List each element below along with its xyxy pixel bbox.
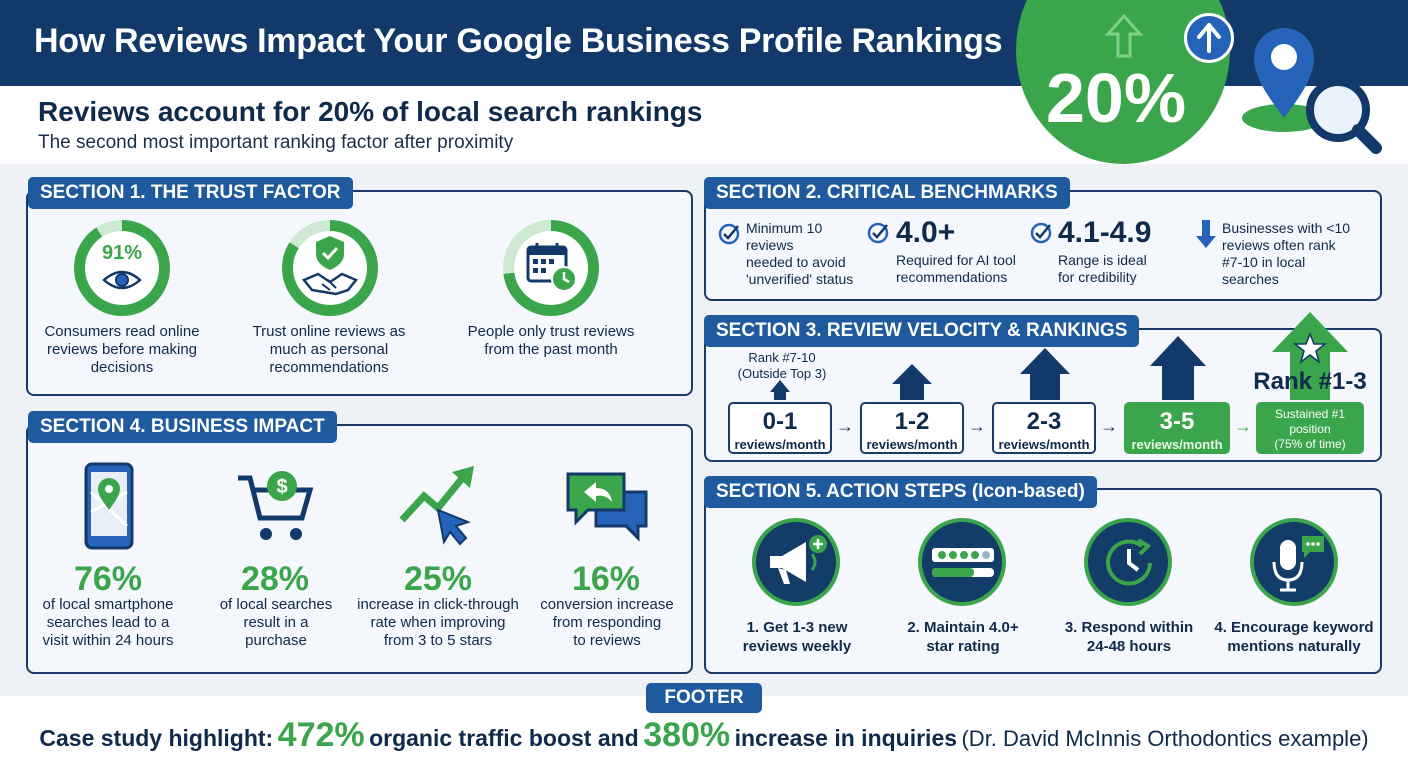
smartphone-map-icon bbox=[84, 462, 134, 550]
impact-text-1: of local smartphone searches lead to a vis… bbox=[42, 596, 174, 649]
trust-ring-1: 91% bbox=[74, 220, 170, 316]
trust-text-2: Trust online reviews as much as personal r… bbox=[252, 323, 406, 376]
velocity-step-3: 2-3 reviews/month bbox=[992, 402, 1096, 454]
svg-text:$: $ bbox=[276, 476, 287, 498]
end-rank-label: Rank #1-3 bbox=[1253, 368, 1367, 395]
case-study-line: Case study highlight: 472% organic traff… bbox=[0, 716, 1408, 755]
calendar-clock-icon bbox=[526, 243, 577, 292]
handshake-shield-icon bbox=[301, 236, 359, 296]
velocity-step-2: 1-2 reviews/month bbox=[860, 402, 964, 454]
arrow-up-circle-icon bbox=[1184, 13, 1234, 63]
action-circle-4 bbox=[1250, 518, 1338, 606]
chevron-right-icon: → bbox=[968, 416, 986, 436]
start-rank-label: Rank #7-10 (Outside Top 3) bbox=[737, 350, 827, 381]
chevron-right-icon: → bbox=[836, 416, 854, 436]
big-stat-value: 20% bbox=[1046, 59, 1187, 137]
case-study-tail: increase in inquiries bbox=[734, 725, 958, 751]
subheadline: The second most important ranking factor… bbox=[38, 132, 514, 153]
section-business-impact bbox=[26, 424, 693, 674]
impact-text-3: increase in click-through rate when impro… bbox=[357, 596, 519, 649]
impact-value-4: 16% bbox=[571, 560, 641, 598]
velocity-step-4: 3-5 reviews/month bbox=[1124, 402, 1230, 454]
trend-arrow-cursor-icon bbox=[399, 466, 474, 546]
check-circle-icon bbox=[1030, 222, 1052, 244]
benchmark-value-2: 4.0+ bbox=[896, 216, 956, 249]
case-study-lead: Case study highlight: bbox=[39, 725, 274, 751]
action-text-2: 2. Maintain 4.0+ star rating bbox=[907, 619, 1019, 655]
microphone-chat-icon bbox=[1272, 536, 1324, 592]
case-study-mid: organic traffic boost and bbox=[369, 725, 639, 751]
section-5-tag: SECTION 5. ACTION STEPS (Icon-based) bbox=[704, 476, 1097, 508]
impact-value-1: 76% bbox=[73, 560, 143, 598]
trust-value-1: 91% bbox=[101, 242, 143, 264]
impact-value-2: 28% bbox=[240, 560, 310, 598]
velocity-final: Sustained #1 position (75% of time) bbox=[1256, 402, 1364, 454]
case-study-stat-2: 380% bbox=[643, 716, 731, 754]
megaphone-icon bbox=[770, 535, 827, 584]
benchmark-text-4: Businesses with <10 reviews often rank #7-… bbox=[1222, 220, 1351, 287]
section-2-tag: SECTION 2. CRITICAL BENCHMARKS bbox=[704, 177, 1070, 209]
map-pin-search-icon bbox=[1242, 28, 1382, 154]
star-rating-icon bbox=[932, 548, 994, 577]
arrow-up-icon bbox=[1104, 14, 1144, 58]
case-study-stat-1: 472% bbox=[277, 716, 365, 754]
page-title: How Reviews Impact Your Google Business … bbox=[34, 22, 1003, 60]
trust-text-3: People only trust reviews from the past m… bbox=[467, 323, 635, 358]
action-circle-2 bbox=[918, 518, 1006, 606]
chevron-right-icon: → bbox=[1100, 416, 1118, 436]
case-study-note: (Dr. David McInnis Orthodontics example) bbox=[961, 726, 1369, 751]
impact-text-4: conversion increase from responding to rev… bbox=[540, 596, 674, 649]
section-4-tag: SECTION 4. BUSINESS IMPACT bbox=[28, 411, 337, 443]
eye-icon bbox=[102, 270, 142, 290]
velocity-step-1: 0-1 reviews/month bbox=[728, 402, 832, 454]
arrow-down-icon bbox=[1196, 220, 1216, 248]
trust-text-1: Consumers read online reviews before maki… bbox=[44, 323, 200, 376]
benchmark-text-1: Minimum 10 reviews needed to avoid'unverif… bbox=[746, 220, 854, 287]
benchmark-value-3: 4.1-4.9 bbox=[1058, 216, 1152, 249]
trust-ring-2 bbox=[282, 220, 378, 316]
chevron-right-icon: → bbox=[1234, 416, 1252, 436]
action-text-3: 3. Respond within 24-48 hours bbox=[1064, 619, 1194, 655]
check-circle-icon bbox=[718, 223, 740, 245]
chat-reply-icon bbox=[566, 472, 648, 542]
action-circle-3 bbox=[1084, 518, 1172, 606]
section-3-tag: SECTION 3. REVIEW VELOCITY & RANKINGS bbox=[704, 315, 1140, 347]
benchmark-text-3: Range is ideal for credibility bbox=[1058, 252, 1147, 285]
impact-text-2: of local searches result in a purchase bbox=[219, 596, 333, 649]
clock-refresh-icon bbox=[1106, 538, 1152, 586]
impact-value-3: 25% bbox=[403, 560, 473, 598]
footer-tag: FOOTER bbox=[646, 683, 762, 713]
trust-ring-3 bbox=[503, 220, 599, 316]
check-circle-icon bbox=[867, 222, 889, 244]
shopping-cart-dollar-icon: $ bbox=[238, 471, 314, 540]
action-text-1: 1. Get 1-3 new reviews weekly bbox=[742, 619, 852, 655]
action-text-4: 4. Encourage keyword mentions naturally bbox=[1214, 619, 1374, 655]
headline: Reviews account for 20% of local search … bbox=[38, 96, 703, 127]
section-1-tag: SECTION 1. THE TRUST FACTOR bbox=[28, 177, 353, 209]
action-circle-1 bbox=[752, 518, 840, 606]
benchmark-text-2: Required for AI tool recommendations bbox=[896, 252, 1016, 285]
